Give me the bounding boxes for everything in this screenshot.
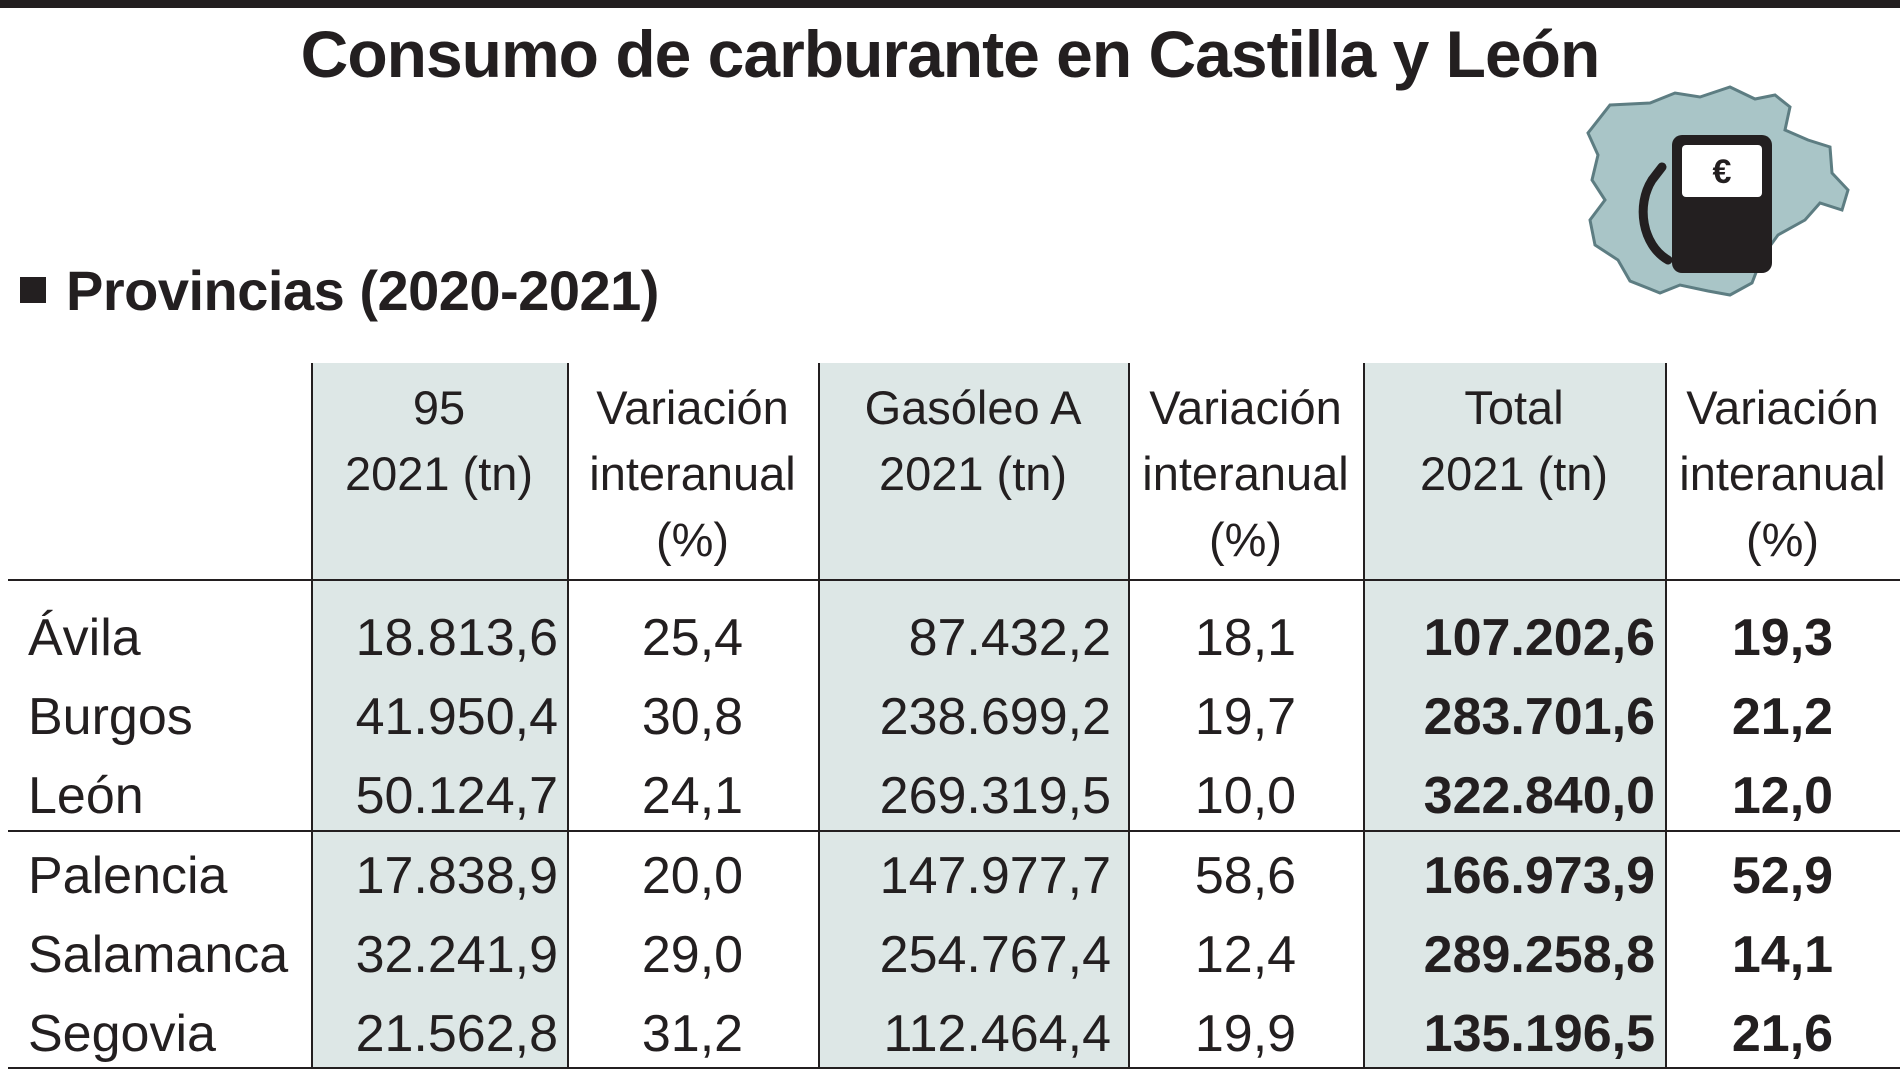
table-row: Ávila 18.813,6 25,4 87.432,2 18,1 107.20… bbox=[8, 599, 1900, 678]
gasoline-95-variation: 29,0 bbox=[641, 926, 744, 984]
gasoleo-variation: 10,0 bbox=[1194, 767, 1297, 825]
province-name: Burgos bbox=[28, 688, 193, 746]
total-variation: 14,1 bbox=[1731, 926, 1834, 984]
total-value: 283.701,6 bbox=[1423, 688, 1655, 746]
total-variation: 21,2 bbox=[1731, 688, 1834, 746]
gasoline-95-variation: 24,1 bbox=[641, 767, 744, 825]
header-rule bbox=[8, 579, 1900, 581]
column-divider bbox=[818, 363, 820, 1069]
header-total: Total 2021 (tn) bbox=[1419, 381, 1609, 500]
pump-hose bbox=[1638, 162, 1673, 265]
column-divider bbox=[1363, 363, 1365, 1069]
gasoleo-value: 87.432,2 bbox=[908, 609, 1111, 667]
column-divider bbox=[567, 363, 569, 1069]
gasoleo-value: 269.319,5 bbox=[879, 767, 1111, 825]
table-row: Burgos 41.950,4 30,8 238.699,2 19,7 283.… bbox=[8, 678, 1900, 757]
gasoleo-value: 147.977,7 bbox=[879, 847, 1111, 905]
province-name: Segovia bbox=[28, 1005, 216, 1063]
gasoline-95-value: 41.950,4 bbox=[355, 688, 558, 746]
header-95: 95 2021 (tn) bbox=[344, 381, 534, 500]
header-gasoleo: Gasóleo A 2021 (tn) bbox=[864, 381, 1082, 500]
gasoleo-variation: 12,4 bbox=[1194, 926, 1297, 984]
total-value: 107.202,6 bbox=[1423, 609, 1655, 667]
header-variation-gasoleo: Variación interanual (%) bbox=[1142, 381, 1349, 566]
province-name: Ávila bbox=[28, 609, 141, 667]
table-row: Salamanca 32.241,9 29,0 254.767,4 12,4 2… bbox=[8, 916, 1900, 995]
gasoline-95-variation: 25,4 bbox=[641, 609, 744, 667]
fuel-pump-map-icon: € bbox=[1586, 85, 1850, 297]
gasoleo-value: 238.699,2 bbox=[879, 688, 1111, 746]
gasoline-95-value: 21.562,8 bbox=[355, 1005, 558, 1063]
province-name: Salamanca bbox=[28, 926, 289, 984]
total-variation: 52,9 bbox=[1731, 847, 1834, 905]
province-name: León bbox=[28, 767, 144, 825]
province-name: Palencia bbox=[28, 847, 228, 905]
euro-symbol: € bbox=[1713, 153, 1732, 191]
gasoleo-variation: 58,6 bbox=[1194, 847, 1297, 905]
group-rule bbox=[8, 830, 1900, 832]
column-divider bbox=[311, 363, 313, 1069]
gasoline-95-value: 18.813,6 bbox=[355, 609, 558, 667]
total-variation: 21,6 bbox=[1731, 1005, 1834, 1063]
gasoline-95-variation: 30,8 bbox=[641, 688, 744, 746]
shaded-column-total bbox=[1363, 363, 1665, 1069]
gasoleo-variation: 19,9 bbox=[1194, 1005, 1297, 1063]
pump-screen bbox=[1682, 145, 1762, 197]
total-value: 289.258,8 bbox=[1423, 926, 1655, 984]
header-variation-95: Variación interanual (%) bbox=[589, 381, 796, 566]
table-row: León 50.124,7 24,1 269.319,5 10,0 322.84… bbox=[8, 757, 1900, 836]
gasoleo-value: 254.767,4 bbox=[879, 926, 1111, 984]
gasoleo-value: 112.464,4 bbox=[883, 1005, 1111, 1063]
total-value: 166.973,9 bbox=[1423, 847, 1655, 905]
section-bullet bbox=[20, 277, 46, 303]
shaded-column-95 bbox=[311, 363, 567, 1069]
page-title: Consumo de carburante en Castilla y León bbox=[300, 17, 1601, 91]
gasoline-95-value: 17.838,9 bbox=[355, 847, 558, 905]
table-row: Segovia 21.562,8 31,2 112.464,4 19,9 135… bbox=[8, 995, 1900, 1074]
total-value: 135.196,5 bbox=[1423, 1005, 1655, 1063]
total-value: 322.840,0 bbox=[1423, 767, 1655, 825]
gasoline-95-value: 32.241,9 bbox=[355, 926, 558, 984]
gasoline-95-value: 50.124,7 bbox=[355, 767, 558, 825]
gasoleo-variation: 19,7 bbox=[1194, 688, 1297, 746]
gasoline-95-variation: 20,0 bbox=[641, 847, 744, 905]
section-heading: Provincias (2020-2021) bbox=[20, 255, 659, 325]
gasoleo-variation: 18,1 bbox=[1194, 609, 1297, 667]
gasoline-95-variation: 31,2 bbox=[641, 1005, 744, 1063]
header-variation-total: Variación interanual (%) bbox=[1679, 381, 1886, 566]
top-rule bbox=[0, 0, 1900, 8]
bottom-rule bbox=[8, 1067, 1900, 1069]
column-divider bbox=[1128, 363, 1130, 1069]
column-divider bbox=[1665, 363, 1667, 1069]
table-row: Palencia 17.838,9 20,0 147.977,7 58,6 16… bbox=[8, 837, 1900, 916]
total-variation: 12,0 bbox=[1731, 767, 1834, 825]
total-variation: 19,3 bbox=[1731, 609, 1834, 667]
shaded-column-gasoleo bbox=[818, 363, 1128, 1069]
section-label: Provincias (2020-2021) bbox=[66, 258, 659, 322]
